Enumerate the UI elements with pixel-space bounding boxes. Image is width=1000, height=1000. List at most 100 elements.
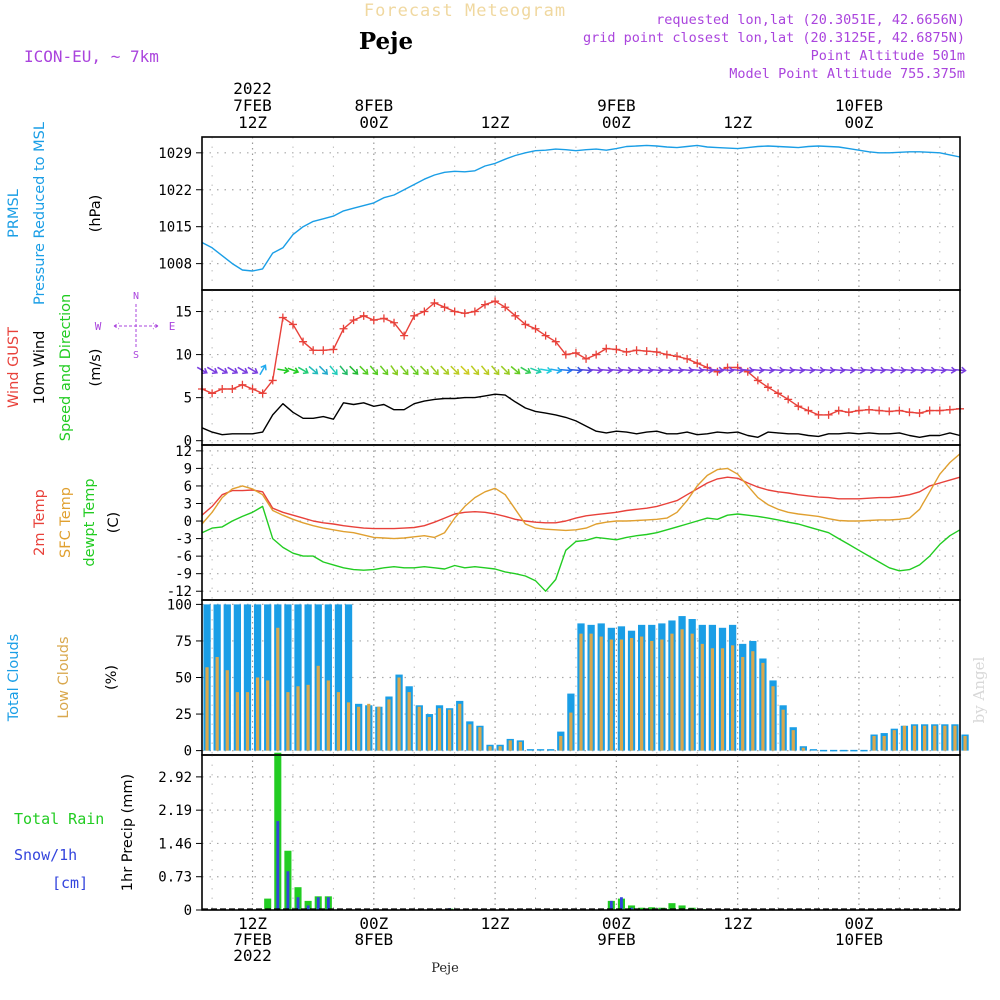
- gust-marker: [329, 345, 338, 354]
- wind-arrow: [944, 366, 957, 374]
- y-tick-label: 25: [175, 707, 192, 723]
- pressure-panel: 1008 1015 1022 1029: [158, 136, 961, 291]
- y-tick-label: 2.92: [158, 770, 192, 786]
- wind-arrow: [691, 366, 704, 374]
- low-cloud-bar: [761, 662, 765, 751]
- low-cloud-bar: [589, 633, 593, 751]
- gust-marker: [935, 406, 944, 415]
- snow-bar: [326, 897, 330, 910]
- top-time-label: 8FEB: [355, 96, 394, 115]
- bottom-time-label: 12Z: [481, 914, 510, 933]
- wind-arrow: [651, 366, 664, 374]
- watermark: by Angel: [970, 656, 988, 723]
- gust-marker: [491, 297, 500, 306]
- panel-frame: [201, 289, 961, 446]
- gust-marker: [693, 359, 702, 368]
- clouds-panel: 0 25 50 75 100: [167, 597, 969, 760]
- wind-arrow: [500, 365, 510, 375]
- y-tick-label: 1022: [158, 183, 192, 199]
- wind-arrow: [287, 367, 300, 375]
- compass-w: W: [95, 320, 102, 333]
- wind-arrow: [400, 365, 409, 376]
- low-cloud-bar: [710, 648, 714, 751]
- wind-arrow: [802, 366, 816, 374]
- gust-marker: [925, 406, 934, 415]
- wind-arrow: [339, 365, 348, 376]
- low-cloud-bar: [640, 636, 644, 751]
- low-cloud-bar: [296, 686, 300, 751]
- wind-arrow: [772, 366, 785, 374]
- snow-bar: [276, 821, 280, 910]
- top-time-label: 10FEB: [835, 96, 883, 115]
- gust-marker: [885, 407, 894, 416]
- y-tick-label: 75: [175, 634, 192, 650]
- axis-label: (m/s): [88, 349, 104, 387]
- low-cloud-bar: [569, 712, 573, 751]
- wind-arrow: [914, 366, 927, 374]
- y-tick-label: -12: [167, 584, 192, 600]
- axis-label: (C): [106, 512, 122, 533]
- low-cloud-bar: [276, 627, 280, 751]
- temperature-panel: 129 63 0 -3-6 -9-12: [167, 444, 961, 601]
- rain-bar: [668, 903, 676, 910]
- low-cloud-bar: [781, 709, 785, 751]
- top-time-label: 7FEB: [233, 96, 272, 115]
- low-cloud-bar: [377, 706, 381, 751]
- wind-arrow: [722, 366, 735, 374]
- point-altitude: Point Altitude 501m: [811, 48, 965, 64]
- 2m-temp-line: [201, 476, 961, 530]
- gust-marker: [612, 345, 621, 354]
- wind-arrow: [277, 366, 290, 374]
- rain-bar: [648, 907, 656, 910]
- wind-arrow: [631, 366, 644, 374]
- gust-marker: [875, 406, 884, 415]
- gust-marker: [784, 395, 793, 404]
- gust-marker: [662, 350, 671, 359]
- y-tick-label: 5: [184, 391, 192, 407]
- wind-arrow: [903, 366, 917, 374]
- sfc-temp-line: [201, 453, 961, 540]
- gust-marker: [683, 354, 692, 363]
- y-tick-label: 1015: [158, 220, 192, 236]
- wind-arrow: [460, 365, 470, 375]
- low-cloud-bar: [609, 639, 613, 751]
- gust-marker: [673, 352, 682, 361]
- total-cloud-bar: [547, 749, 555, 751]
- wind-arrow: [924, 366, 937, 374]
- low-cloud-bar: [437, 708, 442, 751]
- wind-arrow: [440, 365, 450, 375]
- top-time-label: 12Z: [481, 113, 510, 132]
- top-time-label: 00Z: [359, 113, 388, 132]
- low-cloud-bar: [923, 725, 927, 751]
- low-cloud-bar: [741, 657, 745, 751]
- axis-label: dewpt Temp: [82, 478, 98, 566]
- total-cloud-bar: [344, 604, 353, 751]
- gust-marker: [763, 383, 772, 392]
- low-cloud-bar: [235, 692, 239, 751]
- wind-arrow: [833, 366, 846, 374]
- low-cloud-bar: [357, 706, 361, 751]
- low-cloud-bar: [326, 680, 330, 751]
- gust-marker: [905, 408, 914, 417]
- gust-marker: [369, 316, 378, 325]
- y-tick-label: 10: [175, 348, 192, 364]
- total-cloud-bar: [284, 604, 292, 751]
- wind-arrow: [661, 366, 674, 374]
- gust-marker: [349, 316, 358, 325]
- wind-arrow: [762, 366, 775, 374]
- gust-marker: [268, 376, 277, 385]
- axis-label: SFC Temp: [58, 487, 74, 558]
- gust-marker: [814, 410, 823, 419]
- requested-coords: requested lon,lat (20.3051E, 42.6656N): [656, 12, 965, 28]
- wind-arrow: [359, 365, 369, 375]
- y-tick-label: 6: [184, 479, 192, 495]
- y-tick-label: 50: [175, 671, 192, 687]
- low-cloud-bar: [245, 692, 250, 751]
- dewpt-temp-line: [201, 505, 961, 592]
- chart-title: Forecast Meteogram: [364, 1, 566, 21]
- wind-arrow: [711, 366, 725, 374]
- wind-arrow: [470, 365, 480, 376]
- compass-n: N: [133, 291, 139, 302]
- wind-arrow: [237, 366, 249, 375]
